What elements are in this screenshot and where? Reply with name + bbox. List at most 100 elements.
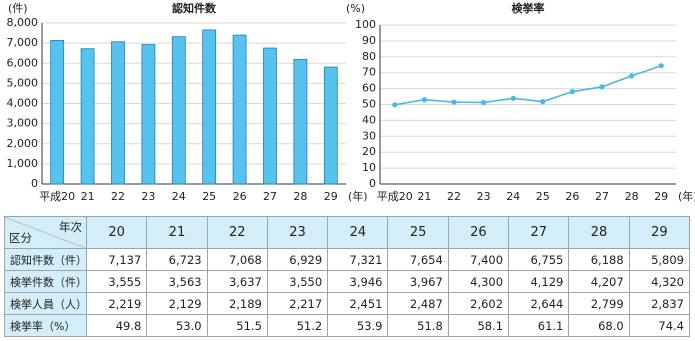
cell: 2,189 (206, 292, 268, 315)
bar (141, 44, 156, 185)
x-tick-label: 23 (141, 190, 155, 203)
row-label: 検挙人員（人） (4, 292, 87, 315)
bar (263, 47, 277, 185)
cell: 7,400 (447, 248, 510, 271)
data-row: 検挙率（%） 49.8 53.0 51.5 51.2 53.9 51.8 58.1 61.1 68… (4, 314, 691, 337)
header-row: 年次 区分 20 21 22 23 24 25 26 27 28 29 (4, 216, 691, 249)
row-label: 検挙件数（件） (4, 270, 87, 293)
cell: 4,320 (628, 270, 691, 293)
cell: 2,451 (327, 292, 389, 315)
cell: 7,137 (85, 248, 148, 271)
cell: 74.4 (628, 314, 691, 337)
bar (293, 59, 308, 185)
bar (323, 66, 338, 185)
x-tick-label: 27 (595, 190, 609, 203)
cell: 6,723 (146, 248, 208, 271)
y-tick-label: 100 (355, 18, 376, 31)
line (394, 64, 662, 106)
cell: 3,967 (387, 270, 449, 293)
x-tick-label: 29 (654, 190, 668, 203)
corner-cell: 年次 区分 (4, 216, 87, 249)
cell: 7,654 (387, 248, 449, 271)
y-tick-label: 6,000 (7, 56, 39, 69)
cell: 2,487 (387, 292, 449, 315)
cell: 3,637 (206, 270, 268, 293)
y-tick-label: 7,000 (7, 36, 39, 49)
y-unit: (%) (346, 2, 365, 15)
cell: 49.8 (85, 314, 148, 337)
bar (202, 29, 217, 185)
cell: 2,217 (266, 292, 329, 315)
cell: 2,837 (628, 292, 691, 315)
data-row: 認知件数（件） 7,137 6,723 7,068 6,929 7,321 7,654 7,4… (4, 248, 691, 271)
y-tick-label: 0 (369, 177, 376, 190)
charts: 認知件数(件)(年)01,0002,0003,0004,0005,0006,00… (7, 1, 695, 203)
y-tick-label: 30 (362, 129, 376, 142)
y-tick-label: 20 (362, 145, 376, 158)
column-header: 27 (508, 216, 570, 249)
x-tick-label: 平成20 (39, 190, 75, 203)
data-row: 検挙人員（人） 2,219 2,129 2,189 2,217 2,451 2,487 2,6… (4, 292, 691, 315)
cell: 5,809 (628, 248, 691, 271)
cell: 2,129 (146, 292, 208, 315)
row-label: 検挙率（%） (4, 314, 87, 337)
column-header: 25 (387, 216, 449, 249)
cell: 53.9 (327, 314, 389, 337)
x-tick-label: 22 (111, 190, 125, 203)
column-header: 20 (85, 216, 148, 249)
cell: 6,188 (568, 248, 630, 271)
cell: 3,563 (146, 270, 208, 293)
cell: 51.2 (266, 314, 329, 337)
cell: 68.0 (568, 314, 630, 337)
cell: 2,602 (447, 292, 510, 315)
y-tick-label: 2,000 (7, 137, 39, 150)
row-label: 認知件数（件） (4, 248, 87, 271)
cell: 58.1 (447, 314, 510, 337)
y-tick-label: 50 (362, 98, 376, 111)
cell: 2,644 (508, 292, 570, 315)
corner-bottom: 区分 (9, 231, 32, 245)
cell: 51.8 (387, 314, 449, 337)
bar (80, 48, 95, 185)
y-tick-label: 1,000 (7, 157, 39, 170)
point (658, 63, 664, 69)
x-tick-label: 22 (447, 190, 461, 203)
point (392, 102, 398, 108)
x-tick-label: 21 (417, 190, 431, 203)
cell: 4,129 (508, 270, 570, 293)
cell: 51.5 (206, 314, 268, 337)
cell: 3,555 (85, 270, 148, 293)
x-tick-label: 26 (233, 190, 247, 203)
y-tick-label: 3,000 (7, 117, 39, 130)
column-header: 29 (628, 216, 691, 249)
point (599, 84, 605, 90)
x-unit: (年) (678, 189, 695, 203)
y-tick-label: 40 (362, 113, 376, 126)
cell: 61.1 (508, 314, 570, 337)
chart-title: 検挙率 (512, 1, 545, 15)
x-unit: (年) (348, 189, 368, 203)
bar (171, 36, 186, 185)
point (540, 99, 546, 105)
bar (50, 39, 65, 185)
column-header: 21 (146, 216, 208, 249)
x-tick-label: 26 (565, 190, 579, 203)
bar (111, 41, 125, 185)
cell: 6,755 (508, 248, 570, 271)
x-tick-label: 24 (506, 190, 520, 203)
x-tick-label: 21 (81, 190, 95, 203)
y-tick-label: 8,000 (7, 16, 39, 29)
cell: 4,300 (447, 270, 510, 293)
x-tick-label: 28 (625, 190, 639, 203)
point (481, 99, 487, 106)
cell: 7,321 (327, 248, 389, 271)
cell: 2,799 (568, 292, 630, 315)
cell: 4,207 (568, 270, 630, 293)
point (629, 73, 635, 79)
y-tick-label: 0 (31, 177, 38, 190)
data-table: 年次 区分 20 21 22 23 24 25 26 27 28 29 認知件数（件） 7,137 6,72… (4, 216, 691, 337)
data-row: 検挙件数（件） 3,555 3,563 3,637 3,550 3,946 3,967 4,3… (4, 270, 691, 293)
cell: 3,946 (327, 270, 389, 293)
cell: 3,550 (266, 270, 329, 293)
